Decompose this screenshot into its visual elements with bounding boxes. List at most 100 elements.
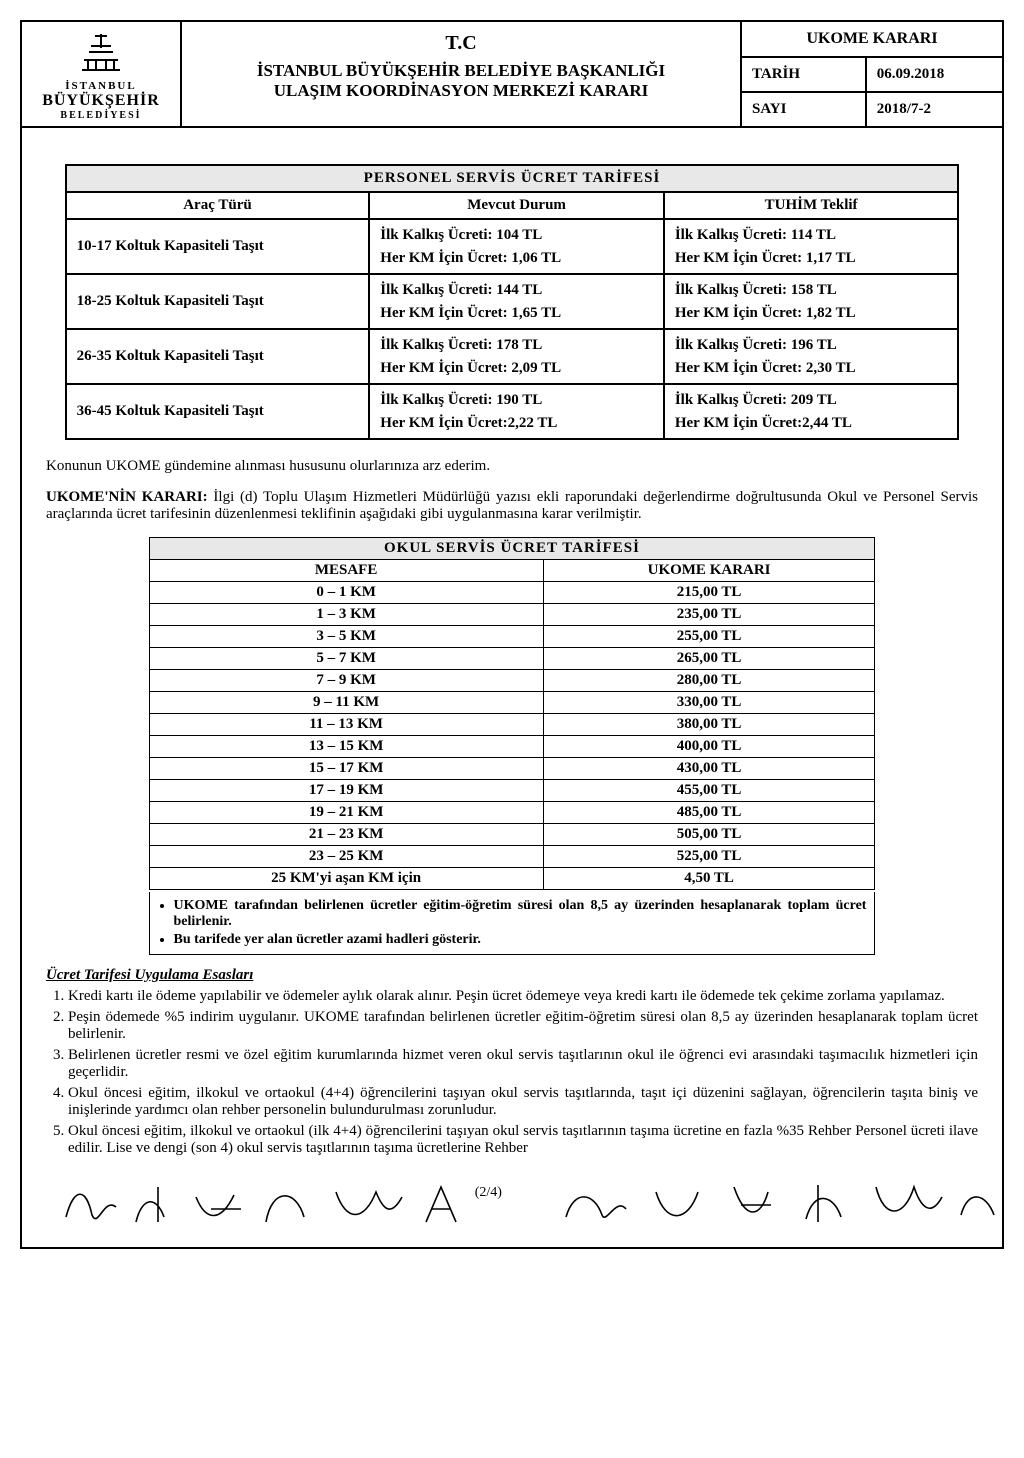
arac-cell: 26-35 Koltuk Kapasiteli Taşıt — [66, 329, 370, 384]
okul-table: OKUL SERVİS ÜCRET TARİFESİ MESAFE UKOME … — [149, 537, 876, 890]
mesafe-cell: 25 KM'yi aşan KM için — [149, 868, 543, 890]
mesafe-cell: 9 – 11 KM — [149, 692, 543, 714]
header-tc: T.C — [190, 32, 732, 55]
mevcut-cell: İlk Kalkış Ücreti: 104 TLHer KM İçin Ücr… — [369, 219, 664, 274]
tuhim-cell: İlk Kalkış Ücreti: 196 TLHer KM İçin Ücr… — [664, 329, 959, 384]
ucret-cell: 400,00 TL — [543, 736, 875, 758]
tuhim-cell: İlk Kalkış Ücreti: 114 TLHer KM İçin Ücr… — [664, 219, 959, 274]
okul-notes: UKOME tarafından belirlenen ücretler eği… — [149, 892, 876, 955]
table-row: 5 – 7 KM265,00 TL — [149, 648, 875, 670]
header-sayi-row: SAYI 2018/7-2 — [742, 93, 1002, 126]
mesafe-cell: 3 – 5 KM — [149, 626, 543, 648]
table-row: 26-35 Koltuk Kapasiteli Taşıtİlk Kalkış … — [66, 329, 959, 384]
table-row: 1 – 3 KM235,00 TL — [149, 604, 875, 626]
table-row: 17 – 19 KM455,00 TL — [149, 780, 875, 802]
personel-head-row: Araç Türü Mevcut Durum TUHİM Teklif — [66, 192, 959, 219]
table-row: 19 – 21 KM485,00 TL — [149, 802, 875, 824]
col-karar: UKOME KARARI — [543, 560, 875, 582]
mesafe-cell: 17 – 19 KM — [149, 780, 543, 802]
header-tarih-row: TARİH 06.09.2018 — [742, 58, 1002, 93]
list-item: Okul öncesi eğitim, ilkokul ve ortaokul … — [68, 1123, 978, 1157]
signature-scribble-icon — [46, 1167, 1006, 1237]
sayi-value: 2018/7-2 — [867, 93, 1002, 126]
ucret-cell: 430,00 TL — [543, 758, 875, 780]
paragraph-karar: UKOME'NİN KARARI: İlgi (d) Toplu Ulaşım … — [46, 489, 978, 523]
signature-row: (2/4) — [46, 1167, 978, 1237]
header-center: T.C İSTANBUL BÜYÜKŞEHİR BELEDİYE BAŞKANL… — [182, 22, 742, 126]
header-right-title: UKOME KARARI — [742, 22, 1002, 56]
esaslar-title: Ücret Tarifesi Uygulama Esasları — [46, 967, 978, 984]
tarih-value: 06.09.2018 — [867, 58, 1002, 91]
table-row: 11 – 13 KM380,00 TL — [149, 714, 875, 736]
table-row: 9 – 11 KM330,00 TL — [149, 692, 875, 714]
content-area: PERSONEL SERVİS ÜCRET TARİFESİ Araç Türü… — [22, 128, 1002, 1247]
mesafe-cell: 21 – 23 KM — [149, 824, 543, 846]
mevcut-cell: İlk Kalkış Ücreti: 144 TLHer KM İçin Ücr… — [369, 274, 664, 329]
mesafe-cell: 11 – 13 KM — [149, 714, 543, 736]
mesafe-cell: 5 – 7 KM — [149, 648, 543, 670]
ucret-cell: 4,50 TL — [543, 868, 875, 890]
ucret-cell: 255,00 TL — [543, 626, 875, 648]
note-1: UKOME tarafından belirlenen ücretler eği… — [174, 898, 867, 930]
mevcut-cell: İlk Kalkış Ücreti: 178 TLHer KM İçin Ücr… — [369, 329, 664, 384]
arac-cell: 36-45 Koltuk Kapasiteli Taşıt — [66, 384, 370, 439]
logo-line2: BÜYÜKŞEHİR — [26, 92, 176, 110]
list-item: Peşin ödemede %5 indirim uygulanır. UKOM… — [68, 1009, 978, 1043]
tuhim-cell: İlk Kalkış Ücreti: 158 TLHer KM İçin Ücr… — [664, 274, 959, 329]
note-2: Bu tarifede yer alan ücretler azami hadl… — [174, 932, 867, 948]
page-number: (2/4) — [475, 1185, 502, 1201]
table-row: 36-45 Koltuk Kapasiteli Taşıtİlk Kalkış … — [66, 384, 959, 439]
mesafe-cell: 1 – 3 KM — [149, 604, 543, 626]
municipality-logo-icon — [74, 30, 128, 76]
ucret-cell: 505,00 TL — [543, 824, 875, 846]
table-row: 10-17 Koltuk Kapasiteli Taşıtİlk Kalkış … — [66, 219, 959, 274]
personel-table: PERSONEL SERVİS ÜCRET TARİFESİ Araç Türü… — [65, 164, 960, 440]
ucret-cell: 280,00 TL — [543, 670, 875, 692]
mesafe-cell: 19 – 21 KM — [149, 802, 543, 824]
ucret-cell: 265,00 TL — [543, 648, 875, 670]
esaslar-list: Kredi kartı ile ödeme yapılabilir ve öde… — [46, 988, 978, 1157]
table-row: 15 – 17 KM430,00 TL — [149, 758, 875, 780]
ucret-cell: 380,00 TL — [543, 714, 875, 736]
table-row: 0 – 1 KM215,00 TL — [149, 582, 875, 604]
ucret-cell: 525,00 TL — [543, 846, 875, 868]
list-item: Belirlenen ücretler resmi ve özel eğitim… — [68, 1047, 978, 1081]
ucret-cell: 215,00 TL — [543, 582, 875, 604]
paragraph-arz: Konunun UKOME gündemine alınması hususun… — [46, 458, 978, 475]
tarih-label: TARİH — [742, 58, 867, 91]
tuhim-cell: İlk Kalkış Ücreti: 209 TLHer KM İçin Ücr… — [664, 384, 959, 439]
table-row: 3 – 5 KM255,00 TL — [149, 626, 875, 648]
col-mesafe: MESAFE — [149, 560, 543, 582]
personel-title: PERSONEL SERVİS ÜCRET TARİFESİ — [66, 165, 959, 192]
ucret-cell: 235,00 TL — [543, 604, 875, 626]
mesafe-cell: 23 – 25 KM — [149, 846, 543, 868]
okul-head-row: MESAFE UKOME KARARI — [149, 560, 875, 582]
mesafe-cell: 13 – 15 KM — [149, 736, 543, 758]
mevcut-cell: İlk Kalkış Ücreti: 190 TLHer KM İçin Ücr… — [369, 384, 664, 439]
col-tuhim: TUHİM Teklif — [664, 192, 959, 219]
ucret-cell: 330,00 TL — [543, 692, 875, 714]
logo-line3: BELEDİYESİ — [26, 110, 176, 121]
header-right-title-row: UKOME KARARI — [742, 22, 1002, 58]
karar-label: UKOME'NİN KARARI: — [46, 489, 213, 505]
header: İSTANBUL BÜYÜKŞEHİR BELEDİYESİ T.C İSTAN… — [22, 22, 1002, 128]
table-row: 18-25 Koltuk Kapasiteli Taşıtİlk Kalkış … — [66, 274, 959, 329]
list-item: Okul öncesi eğitim, ilkokul ve ortaokul … — [68, 1085, 978, 1119]
mesafe-cell: 15 – 17 KM — [149, 758, 543, 780]
personel-title-row: PERSONEL SERVİS ÜCRET TARİFESİ — [66, 165, 959, 192]
table-row: 23 – 25 KM525,00 TL — [149, 846, 875, 868]
table-row: 13 – 15 KM400,00 TL — [149, 736, 875, 758]
header-right: UKOME KARARI TARİH 06.09.2018 SAYI 2018/… — [742, 22, 1002, 126]
arac-cell: 18-25 Koltuk Kapasiteli Taşıt — [66, 274, 370, 329]
table-row: 25 KM'yi aşan KM için4,50 TL — [149, 868, 875, 890]
ucret-cell: 455,00 TL — [543, 780, 875, 802]
header-center-line1: İSTANBUL BÜYÜKŞEHİR BELEDİYE BAŞKANLIĞI — [190, 61, 732, 81]
mesafe-cell: 7 – 9 KM — [149, 670, 543, 692]
logo-line1: İSTANBUL — [26, 80, 176, 92]
sayi-label: SAYI — [742, 93, 867, 126]
header-center-line2: ULAŞIM KOORDİNASYON MERKEZİ KARARI — [190, 81, 732, 101]
list-item: Kredi kartı ile ödeme yapılabilir ve öde… — [68, 988, 978, 1005]
table-row: 21 – 23 KM505,00 TL — [149, 824, 875, 846]
ucret-cell: 485,00 TL — [543, 802, 875, 824]
header-logo-cell: İSTANBUL BÜYÜKŞEHİR BELEDİYESİ — [22, 22, 182, 126]
